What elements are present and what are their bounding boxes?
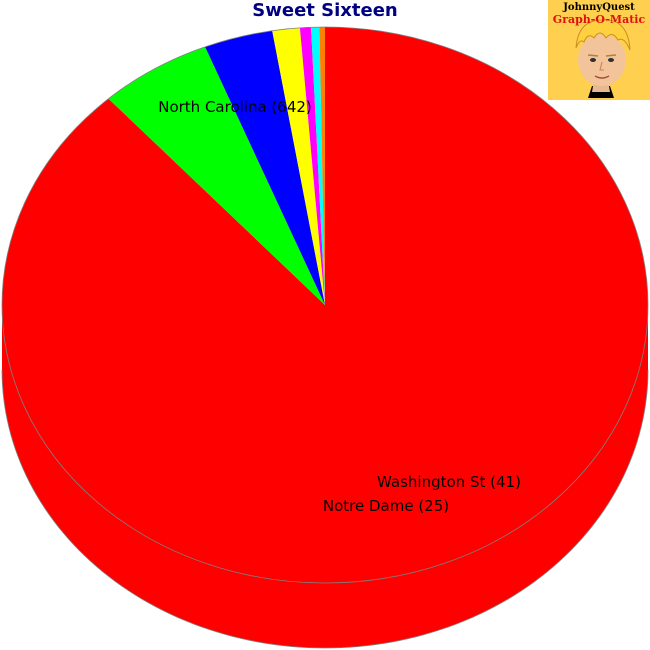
- pie-sides: [1, 305, 649, 649]
- pie-slice-label-2: Notre Dame (25): [323, 497, 449, 515]
- pie-side-outline: [1, 369, 649, 649]
- pie-slice-4: [299, 27, 325, 305]
- graph-o-matic-logo: JohnnyQuest Graph-O-Matic: [548, 0, 650, 100]
- pie-slice-label-0: North Carolina (642): [158, 98, 312, 116]
- pie-slice-2: [205, 30, 325, 306]
- johnny-quest-portrait-icon: [575, 19, 631, 98]
- logo-line1: JohnnyQuest: [563, 2, 635, 13]
- pie-slice-0: [1, 27, 648, 583]
- chart-title: Sweet Sixteen: [252, 0, 398, 21]
- pie-slice-1: [108, 46, 326, 306]
- pie-slice-5: [311, 27, 325, 305]
- pie-slice-6: [319, 26, 325, 305]
- pie-side-0: [2, 305, 648, 648]
- pie-tops: [1, 26, 649, 584]
- logo-line2: Graph-O-Matic: [552, 13, 646, 26]
- pie-slice-label-1: Washington St (41): [377, 473, 521, 491]
- pie-top-outline: [1, 26, 649, 584]
- pie-labels: North Carolina (642) Washington St (41) No…: [158, 98, 521, 515]
- pie-slice-3: [272, 27, 325, 306]
